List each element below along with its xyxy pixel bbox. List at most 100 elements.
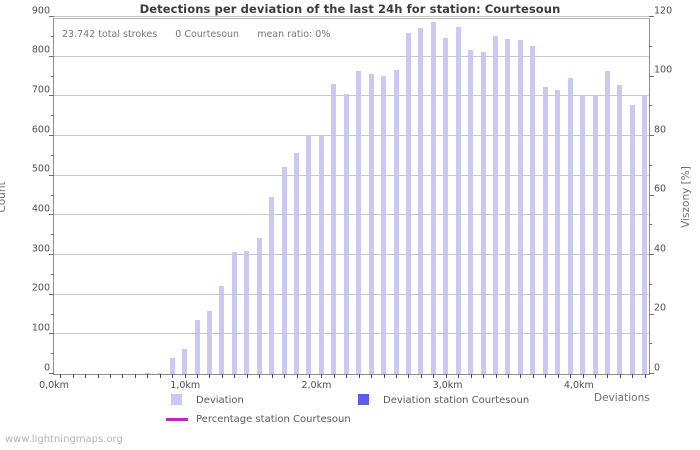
- x-axis-tick: [209, 374, 211, 378]
- gridline: [54, 55, 649, 57]
- bar: [219, 285, 225, 374]
- y-axis-minor-tick: [51, 154, 54, 156]
- bar: [393, 70, 399, 374]
- bar: [567, 78, 573, 374]
- y2-axis-title: Viszony [%]: [680, 166, 692, 228]
- bar: [530, 45, 536, 374]
- y2-axis-tick-label: 80: [654, 124, 667, 136]
- x-axis-tick: [495, 374, 497, 378]
- x-axis-tick: [420, 374, 422, 378]
- x-axis-tick: [259, 374, 261, 378]
- x-axis-tick: [197, 374, 199, 378]
- x-axis-tick: [159, 374, 161, 378]
- y-axis-title: Count: [0, 181, 8, 213]
- y-axis-tick-label: 900: [31, 5, 50, 17]
- y-axis-tick: [49, 55, 54, 57]
- x-axis-tick: [408, 374, 410, 378]
- x-axis-tick: [644, 374, 646, 378]
- gridline: [54, 174, 649, 176]
- bar: [244, 251, 250, 374]
- bar: [642, 96, 648, 374]
- x-axis-tick: [109, 374, 111, 378]
- y-axis-tick-label: 700: [31, 84, 50, 96]
- y2-axis-tick-label: 120: [654, 5, 673, 17]
- bar: [206, 310, 212, 374]
- x-axis-tick: [184, 374, 186, 378]
- bar: [592, 96, 598, 374]
- x-axis-tick: [172, 374, 174, 378]
- x-axis-tick: [358, 374, 360, 378]
- bar: [580, 96, 586, 374]
- x-axis-tick: [545, 374, 547, 378]
- x-axis-tick: [383, 374, 385, 378]
- y2-axis-tick: [649, 16, 654, 17]
- x-axis-tick: [632, 374, 634, 378]
- y2-axis-tick: [649, 75, 654, 77]
- x-axis-tick: [346, 374, 348, 378]
- y-axis-tick-label: 800: [31, 44, 50, 56]
- y-axis-tick-label: 300: [31, 243, 50, 255]
- gridline: [54, 135, 649, 136]
- plot-area: 23.742 total strokes 0 Courtesoun mean r…: [32, 5, 672, 391]
- gridline: [54, 16, 649, 17]
- x-axis-tick: [72, 374, 74, 378]
- x-axis-tick: [371, 374, 373, 378]
- y2-axis-minor-tick: [649, 164, 652, 166]
- y2-axis-tick: [649, 135, 654, 136]
- y-axis-minor-tick: [51, 234, 54, 236]
- x-axis-tick: [333, 374, 335, 378]
- x-axis-tick: [147, 374, 149, 378]
- bar: [455, 27, 461, 374]
- legend-swatch-deviation: [171, 394, 182, 405]
- x-axis-tick: [595, 374, 597, 378]
- bar: [281, 167, 287, 374]
- x-axis-tick: [433, 374, 435, 378]
- x-axis-tick: [582, 374, 584, 378]
- x-axis-tick: [234, 374, 236, 378]
- x-axis-tick-label: 4,0km: [563, 380, 594, 391]
- legend-label-deviation-station: Deviation station Courtesoun: [383, 395, 530, 406]
- x-axis-tick: [507, 374, 509, 378]
- legend-swatch-percentage-station: [166, 418, 188, 421]
- bar: [405, 32, 411, 374]
- bar: [294, 153, 300, 374]
- x-axis-tick: [607, 374, 609, 378]
- bar: [144, 373, 150, 374]
- y2-axis-tick-label: 0: [654, 362, 661, 374]
- y-axis-minor-tick: [51, 313, 54, 315]
- bar: [604, 70, 610, 374]
- x-axis-tick: [308, 374, 310, 378]
- y-axis-minor-tick: [51, 115, 54, 117]
- bar: [231, 252, 237, 374]
- x-axis-tick: [221, 374, 223, 378]
- y-axis-tick: [49, 254, 54, 255]
- bar-series: [54, 19, 649, 374]
- bar: [505, 39, 511, 374]
- y2-axis-minor-tick: [649, 105, 652, 107]
- bar: [368, 73, 374, 374]
- bar: [542, 87, 548, 374]
- legend-swatch-deviation-station: [358, 394, 369, 405]
- y2-axis-minor-tick: [649, 45, 652, 47]
- gridline: [54, 214, 649, 216]
- y-axis-minor-tick: [51, 35, 54, 37]
- gridline: [54, 254, 649, 255]
- y2-axis-tick: [649, 373, 654, 374]
- x-axis-tick: [532, 374, 534, 378]
- x-axis-tick-label: 0,0km: [39, 380, 69, 391]
- chart-title: Detections per deviation of the last 24h…: [139, 2, 561, 16]
- chart-subtitle: 23.742 total strokes 0 Courtesoun mean r…: [62, 29, 331, 40]
- y-axis-tick: [49, 293, 54, 295]
- bar: [443, 37, 449, 374]
- x-axis-tick: [284, 374, 286, 378]
- y-axis-tick-label: 500: [31, 163, 50, 175]
- y2-axis-tick-label: 20: [654, 302, 667, 314]
- y2-axis-tick-label: 40: [654, 243, 667, 255]
- x-axis-tick: [296, 374, 298, 378]
- bar: [182, 349, 188, 374]
- bar: [331, 84, 337, 374]
- x-axis-tick: [470, 374, 472, 378]
- y-axis-tick-label: 100: [31, 322, 50, 334]
- x-axis-tick: [570, 374, 572, 378]
